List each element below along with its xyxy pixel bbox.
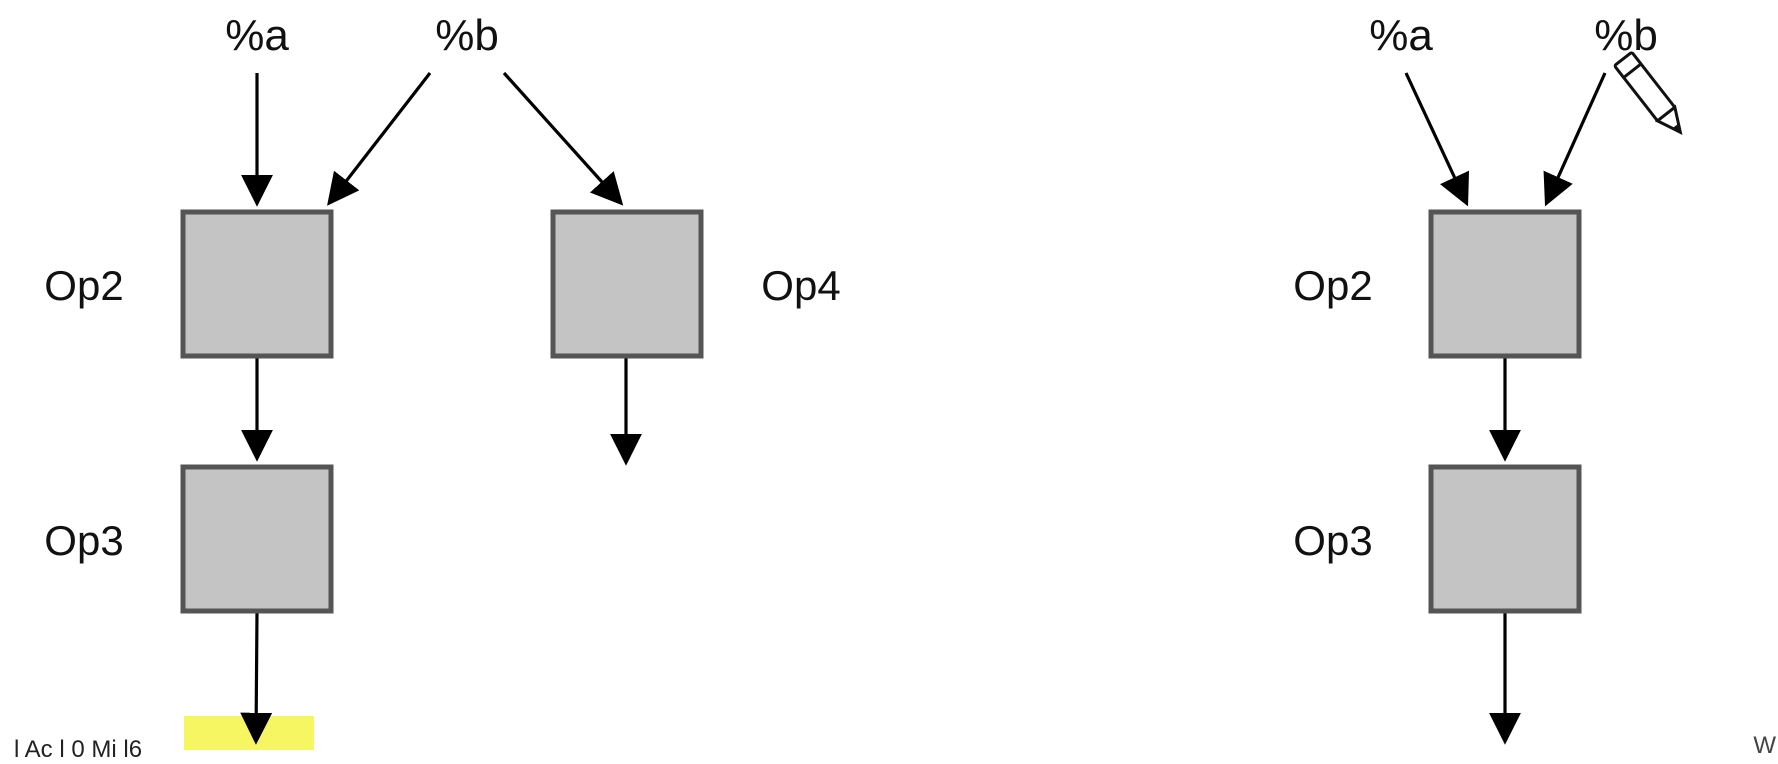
op-label-op2: Op2 — [44, 262, 123, 309]
edge-left-op3-out — [240, 611, 273, 745]
op-label-op3: Op3 — [1293, 517, 1372, 564]
op-box-op2 — [180, 209, 334, 359]
right-diagram: %a %b Op2 Op3 — [1293, 11, 1658, 745]
input-label-b: %b — [1594, 11, 1658, 60]
edge-left-b-op4 — [502, 71, 624, 206]
footer-corner-text: W — [1753, 732, 1776, 759]
input-label-a: %a — [225, 11, 289, 60]
op-label-op3: Op3 — [44, 517, 123, 564]
op-label-op2: Op2 — [1293, 262, 1372, 309]
left-diagram: %a %b Op2 Op3 Op4 — [44, 11, 841, 745]
edge-right-b-op2 — [1543, 72, 1607, 207]
input-label-b: %b — [435, 11, 499, 60]
highlight-mark — [184, 716, 314, 750]
op-box-op2 — [1428, 209, 1582, 359]
op-label-op4: Op4 — [761, 262, 840, 309]
edge-right-a-op2 — [1404, 72, 1470, 207]
op-box-op3 — [1428, 464, 1582, 614]
footer-caption: l Ac l 0 Mi l6 — [14, 736, 143, 763]
op-box-op4 — [550, 209, 704, 359]
input-label-a: %a — [1369, 11, 1433, 60]
edge-left-b-op2 — [327, 72, 432, 206]
op-box-op3 — [180, 464, 334, 614]
pencil-icon[interactable] — [1613, 51, 1689, 139]
